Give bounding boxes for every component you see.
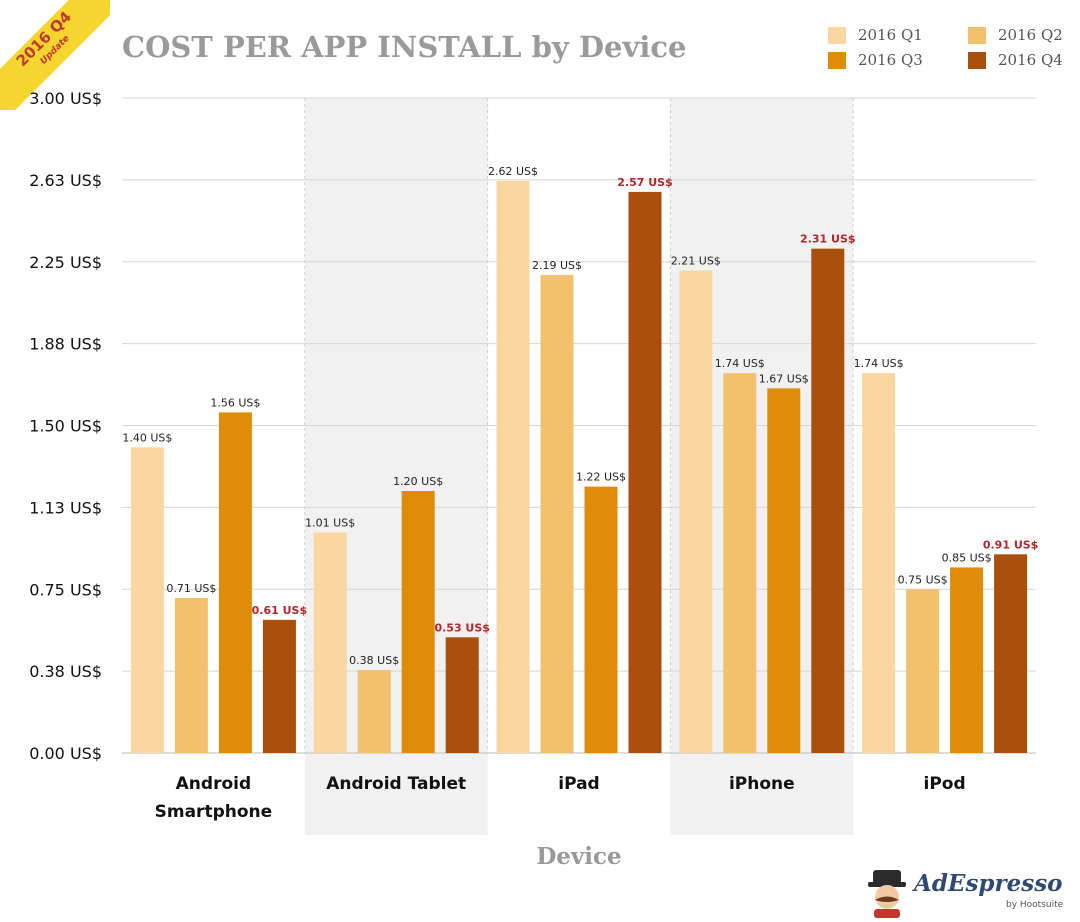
bar [950, 567, 984, 753]
logo-subtext: by Hootsuite [1006, 900, 1064, 910]
bar [628, 191, 662, 754]
data-label: 0.61 US$ [252, 604, 307, 617]
x-category-label: iPad [558, 774, 599, 794]
x-category-label: iPod [924, 774, 966, 794]
mascot-icon [868, 870, 906, 918]
data-label: 1.74 US$ [854, 357, 904, 370]
bar [357, 670, 391, 753]
y-tick-label: 2.25 US$ [29, 253, 102, 272]
legend-item-q2: 2016 Q2 [968, 26, 1063, 44]
data-label: 0.71 US$ [166, 582, 216, 595]
bar [262, 619, 296, 753]
x-category-label: iPhone [729, 774, 795, 794]
legend-item-q1: 2016 Q1 [828, 26, 923, 44]
y-tick-label: 3.00 US$ [29, 89, 102, 108]
legend-label-q4: 2016 Q4 [998, 51, 1063, 69]
legend-label-q2: 2016 Q2 [998, 26, 1063, 44]
legend-swatch-q3 [828, 51, 846, 69]
data-label: 0.38 US$ [349, 654, 399, 667]
bar [767, 388, 801, 753]
bar [679, 270, 713, 753]
legend-item-q3: 2016 Q3 [828, 51, 923, 69]
logo-text: AdEspresso [914, 870, 1063, 897]
adespresso-logo: AdEspresso by Hootsuite [864, 864, 1064, 920]
x-category-label: Smartphone [155, 802, 273, 822]
bar [401, 491, 435, 753]
data-label: 1.74 US$ [715, 357, 765, 370]
data-label: 1.40 US$ [122, 431, 172, 444]
y-tick-label: 0.00 US$ [29, 744, 102, 763]
data-label: 0.91 US$ [983, 538, 1038, 551]
bar [496, 180, 530, 753]
bar [906, 589, 940, 753]
legend-item-q4: 2016 Q4 [968, 51, 1063, 69]
data-label: 1.01 US$ [305, 516, 355, 529]
data-label: 0.53 US$ [434, 621, 489, 634]
data-label: 0.85 US$ [942, 551, 992, 564]
y-tick-label: 0.38 US$ [29, 662, 102, 681]
chart-legend: 2016 Q1 2016 Q2 2016 Q3 2016 Q4 [828, 26, 1068, 76]
y-tick-label: 1.13 US$ [29, 498, 102, 517]
data-label: 2.31 US$ [800, 233, 855, 246]
data-label: 1.22 US$ [576, 471, 626, 484]
bar [994, 554, 1028, 753]
x-axis-title: Device [536, 843, 621, 870]
data-label: 2.57 US$ [617, 176, 672, 189]
y-tick-label: 1.50 US$ [29, 417, 102, 436]
x-category-label: Android [176, 774, 252, 794]
y-tick-label: 1.88 US$ [29, 335, 102, 354]
bar [811, 248, 845, 753]
bar [862, 373, 896, 753]
data-label: 2.21 US$ [671, 254, 721, 267]
bar [174, 597, 208, 753]
y-tick-label: 0.75 US$ [29, 580, 102, 599]
data-label: 2.62 US$ [488, 165, 538, 178]
bar [313, 532, 347, 753]
chart-title: COST PER APP INSTALL by Device [122, 30, 687, 64]
bar [584, 486, 618, 753]
data-label: 1.20 US$ [393, 475, 443, 488]
data-label: 1.56 US$ [210, 396, 260, 409]
bar [540, 274, 574, 753]
legend-swatch-q1 [828, 26, 846, 44]
legend-label-q3: 2016 Q3 [858, 51, 923, 69]
data-label: 1.67 US$ [759, 372, 809, 385]
y-tick-label: 2.63 US$ [29, 171, 102, 190]
legend-swatch-q4 [968, 51, 986, 69]
bar [445, 637, 479, 753]
data-label: 2.19 US$ [532, 259, 582, 272]
legend-label-q1: 2016 Q1 [858, 26, 923, 44]
data-label: 0.75 US$ [898, 573, 948, 586]
bar [218, 412, 252, 753]
bar [130, 447, 164, 753]
legend-swatch-q2 [968, 26, 986, 44]
bar [723, 373, 757, 753]
x-category-label: Android Tablet [326, 774, 466, 794]
